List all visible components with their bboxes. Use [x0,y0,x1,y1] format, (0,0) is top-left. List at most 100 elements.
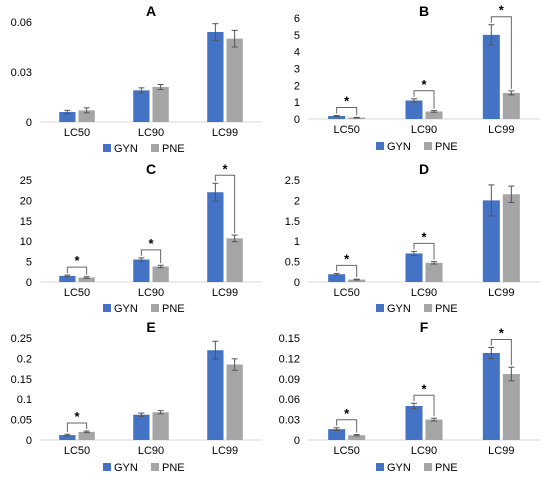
y-tick-label: 6 [294,13,300,25]
bar-gyn-lc50 [59,435,76,440]
bar-gyn-lc90 [405,100,423,119]
x-tick-label: LC99 [488,445,514,457]
x-tick-label: LC90 [138,127,164,139]
chart-E-title: E [146,319,155,335]
bar-gyn-lc90 [133,90,150,122]
x-tick-label: LC50 [334,124,360,136]
legend-label-pne: PNE [162,462,185,474]
x-tick-label: LC50 [64,445,90,457]
x-tick-label: LC99 [212,445,238,457]
bar-pne-lc50 [348,435,366,440]
x-tick-label: LC99 [488,124,514,136]
bar-pne-lc50 [78,431,95,440]
bar-gyn-lc99 [482,352,500,440]
bar-pne-lc50 [78,277,95,282]
chart-F-title: F [420,319,429,335]
bar-pne-lc90 [152,266,169,282]
y-tick-label: 0.15 [11,374,32,386]
significance-star: * [344,93,350,108]
bar-gyn-lc99 [482,200,500,282]
significance-bracket [490,16,512,89]
legend-label-pne: PNE [162,303,185,315]
x-tick-label: LC50 [64,287,90,299]
y-tick-label: 2 [294,195,300,207]
y-tick-label: 5 [294,30,300,42]
x-tick-label: LC99 [212,287,238,299]
significance-star: * [222,161,228,176]
y-tick-label: 2 [294,80,300,92]
x-tick-label: LC90 [411,445,437,457]
y-tick-label: 0.5 [285,257,300,269]
y-tick-label: 0.09 [279,374,300,386]
bar-pne-lc90 [425,262,443,282]
x-tick-label: LC99 [212,127,238,139]
y-tick-label: 0 [26,435,32,447]
legend-swatch-gyn [103,304,111,312]
x-tick-label: LC99 [488,287,514,299]
y-tick-label: 25 [20,175,32,187]
bar-pne-lc99 [226,38,243,122]
bar-pne-lc90 [425,419,443,440]
x-tick-label: LC50 [64,127,90,139]
y-tick-label: 1 [294,97,300,109]
legend-label-pne: PNE [435,303,458,315]
bar-gyn-lc90 [133,259,150,282]
bar-pne-lc90 [152,87,169,122]
y-tick-label: 1.5 [285,216,300,228]
bar-gyn-lc50 [59,112,76,122]
significance-star: * [421,381,427,396]
significance-star: * [499,326,505,341]
bar-gyn-lc99 [207,350,224,440]
bar-pne-lc99 [502,92,520,119]
legend-swatch-pne [151,304,159,312]
y-tick-label: 0.03 [279,415,300,427]
legend-label-gyn: GYN [114,462,138,474]
bar-gyn-lc50 [59,275,76,282]
significance-bracket [336,419,358,433]
legend-label-gyn: GYN [387,303,411,315]
y-tick-label: 0.15 [279,333,300,345]
y-tick-label: 0.2 [17,353,32,365]
legend-label-pne: PNE [162,143,185,155]
bar-gyn-lc50 [328,115,346,119]
y-tick-label: 0.03 [11,67,32,79]
y-tick-label: 0.25 [11,333,32,345]
significance-star: * [344,251,350,266]
y-tick-label: 0 [294,114,300,126]
y-tick-label: 0 [26,277,32,289]
legend-swatch-gyn [103,463,111,471]
significance-bracket [413,242,435,260]
legend-label-pne: PNE [435,141,458,153]
legend-swatch-pne [424,142,432,150]
bar-gyn-lc90 [405,406,423,440]
bar-pne-lc99 [226,364,243,440]
bar-gyn-lc99 [207,32,224,122]
significance-star: * [421,77,427,92]
legend-swatch-gyn [376,463,384,471]
y-tick-label: 2.5 [285,175,300,187]
x-tick-label: LC90 [138,445,164,457]
y-tick-label: 4 [294,47,300,59]
legend-swatch-gyn [376,142,384,150]
bar-gyn-lc50 [328,429,346,440]
y-tick-label: 0.12 [279,353,300,365]
chart-B-title: B [419,3,429,19]
significance-bracket [413,90,435,109]
chart-C-title: C [146,161,156,177]
y-tick-label: 5 [26,257,32,269]
significance-bracket [413,394,435,417]
bar-pne-lc50 [348,279,366,282]
legend-label-pne: PNE [435,462,458,474]
y-tick-label: 20 [20,195,32,207]
y-tick-label: 0 [294,277,300,289]
bar-pne-lc90 [152,412,169,440]
y-tick-label: 1 [294,236,300,248]
y-tick-label: 0.06 [279,394,300,406]
legend-label-gyn: GYN [387,141,411,153]
legend-swatch-gyn [103,144,111,152]
significance-bracket [140,249,162,264]
x-tick-label: LC50 [334,445,360,457]
bar-gyn-lc50 [328,274,346,282]
legend-swatch-pne [151,144,159,152]
